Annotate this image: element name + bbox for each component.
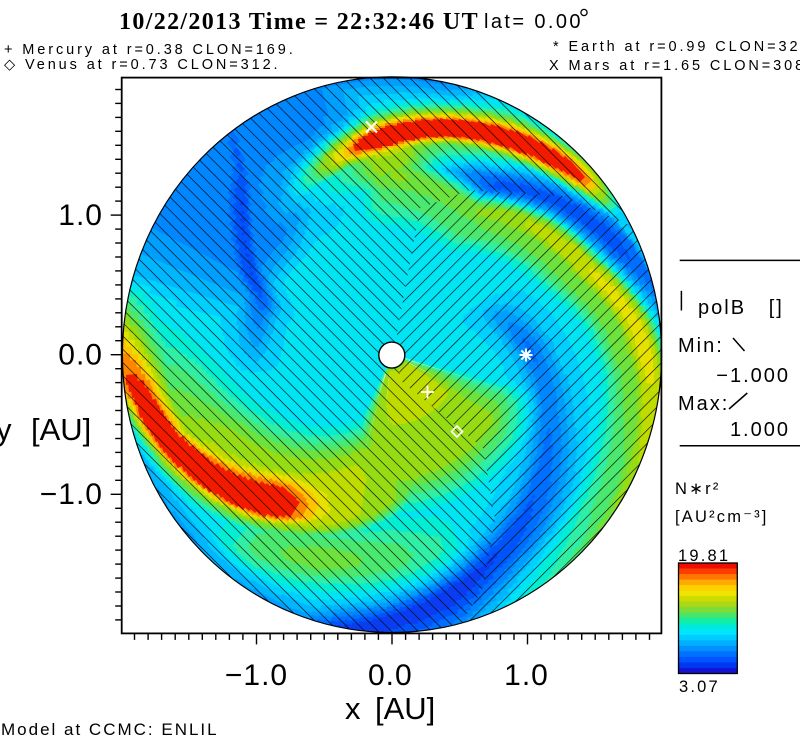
svg-text:19.81: 19.81	[678, 547, 730, 565]
svg-text:+ Mercury at r=0.38 CLON=169.: + Mercury at r=0.38 CLON=169.	[4, 42, 296, 58]
svg-text:−1.0: −1.0	[40, 478, 103, 511]
svg-text:Model at CCMC: ENLIL: Model at CCMC: ENLIL	[1, 720, 219, 739]
svg-text:−1.0: −1.0	[225, 659, 288, 692]
svg-text:−1.000: −1.000	[716, 365, 790, 387]
svg-text:[AU]: [AU]	[375, 691, 435, 726]
svg-text:1.0: 1.0	[504, 659, 549, 692]
svg-text:3.07: 3.07	[679, 678, 720, 696]
svg-text:Min:: Min:	[678, 335, 724, 357]
svg-text:x: x	[345, 691, 361, 726]
svg-text:[AU]: [AU]	[31, 412, 91, 447]
svg-text:0.0: 0.0	[368, 659, 413, 692]
svg-text:X Mars at r=1.65 CLON=308.: X Mars at r=1.65 CLON=308.	[549, 58, 800, 74]
svg-text:10/22/2013 Time = 22:32:46 UT: 10/22/2013 Time = 22:32:46 UT	[119, 9, 479, 35]
svg-text:1.000: 1.000	[730, 419, 790, 441]
svg-text:N∗r²: N∗r²	[675, 480, 721, 498]
svg-text:y: y	[0, 412, 12, 447]
svg-text:0.0: 0.0	[58, 339, 103, 372]
svg-text:polB []: polB []	[698, 297, 784, 319]
svg-text:◇ Venus at r=0.73 CLON=312.: ◇ Venus at r=0.73 CLON=312.	[4, 57, 280, 73]
svg-text:1.0: 1.0	[58, 199, 103, 232]
svg-text:* Earth at r=0.99 CLON=32: * Earth at r=0.99 CLON=32	[553, 39, 800, 55]
svg-text:lat= 0.00: lat= 0.00	[484, 11, 583, 33]
svg-text:[AU²cm⁻³]: [AU²cm⁻³]	[675, 508, 769, 526]
svg-text:Max:: Max:	[678, 393, 729, 415]
